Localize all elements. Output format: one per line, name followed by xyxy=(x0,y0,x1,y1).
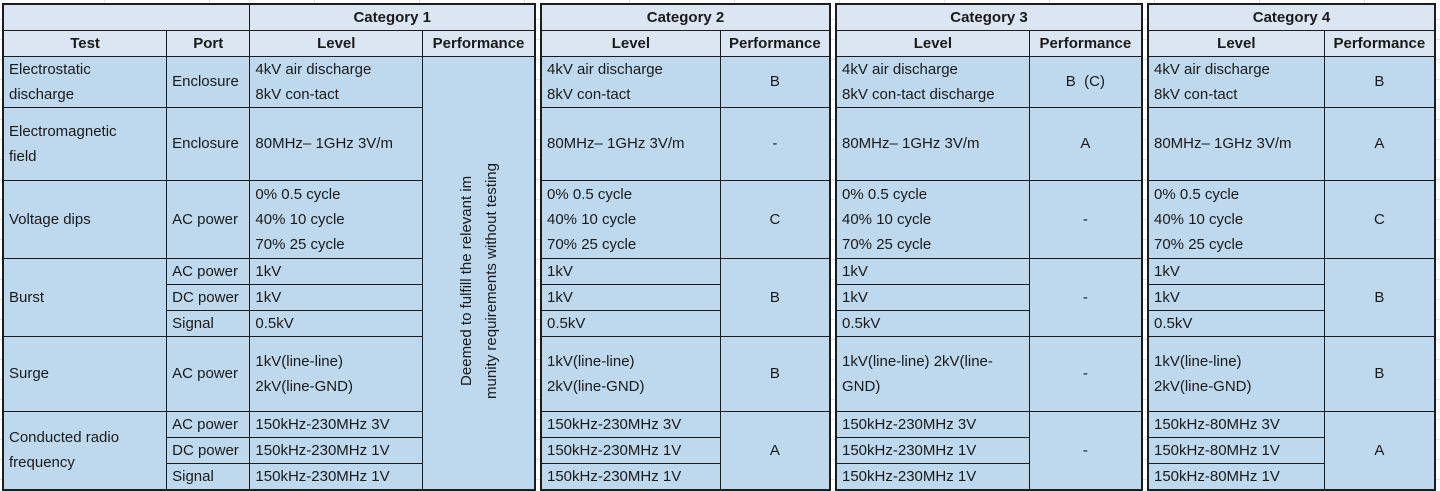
cell-cat4-level-emf: 80MHz– 1GHz 3V/m xyxy=(1147,106,1325,181)
cell-cat1-level-dips: 0% 0.5 cycle 40% 10 cycle 70% 25 cycle xyxy=(249,179,424,259)
cell-cat4-level-esd: 4kV air discharge 8kV con-tact xyxy=(1147,55,1325,108)
category-3-header: Category 3 xyxy=(835,3,1143,31)
category-2-header: Category 2 xyxy=(540,3,831,31)
cell-cat1-level-burst-dc: 1kV xyxy=(249,283,424,311)
cell-test-crf: Conducted radio frequency xyxy=(2,410,168,490)
cell-cat2-level-crf-dc: 150kHz-230MHz 1V xyxy=(540,436,721,464)
port-column-header: Port xyxy=(166,29,251,57)
cat2-level-header: Level xyxy=(540,29,721,57)
test-port-category1-table: Category 1 Test Port Level Performance E… xyxy=(2,3,536,491)
cell-cat4-level-crf-ac: 150kHz-80MHz 3V xyxy=(1147,410,1325,438)
cell-cat1-level-crf-signal: 150kHz-230MHz 1V xyxy=(249,462,424,490)
cat1-performance-header: Performance xyxy=(422,29,536,57)
category3-table: Category 3 Level Performance 4kV air dis… xyxy=(835,3,1143,491)
cell-port-burst-ac: AC power xyxy=(166,257,251,285)
cell-cat4-perf-dips: C xyxy=(1323,179,1436,259)
cell-cat3-level-crf-dc: 150kHz-230MHz 1V xyxy=(835,436,1030,464)
cell-cat1-level-burst-ac: 1kV xyxy=(249,257,424,285)
cell-cat2-perf-surge: B xyxy=(719,335,831,412)
category-4-header: Category 4 xyxy=(1147,3,1436,31)
cell-cat3-perf-burst: - xyxy=(1028,257,1143,337)
cell-cat2-perf-emf: - xyxy=(719,106,831,181)
cell-cat3-perf-crf: - xyxy=(1028,410,1143,490)
cell-cat3-level-burst-dc: 1kV xyxy=(835,283,1030,311)
cell-cat3-level-surge: 1kV(line-line) 2kV(line-GND) xyxy=(835,335,1030,412)
cell-cat4-level-burst-signal: 0.5kV xyxy=(1147,309,1325,337)
cell-port-burst-signal: Signal xyxy=(166,309,251,337)
cell-cat2-perf-dips: C xyxy=(719,179,831,259)
cell-cat4-perf-surge: B xyxy=(1323,335,1436,412)
cat3-level-header: Level xyxy=(835,29,1030,57)
cell-test-burst: Burst xyxy=(2,257,168,337)
cell-cat4-perf-burst: B xyxy=(1323,257,1436,337)
cell-test-surge: Surge xyxy=(2,335,168,412)
cell-cat3-perf-surge: - xyxy=(1028,335,1143,412)
cell-cat2-level-burst-ac: 1kV xyxy=(540,257,721,285)
cell-cat4-level-crf-signal: 150kHz-80MHz 1V xyxy=(1147,462,1325,490)
cell-cat3-level-esd: 4kV air discharge 8kV con-tact discharge xyxy=(835,55,1030,108)
cell-cat4-level-burst-ac: 1kV xyxy=(1147,257,1325,285)
cell-cat2-perf-esd: B xyxy=(719,55,831,108)
cell-cat4-level-surge: 1kV(line-line) 2kV(line-GND) xyxy=(1147,335,1325,412)
category4-table: Category 4 Level Performance 4kV air dis… xyxy=(1147,3,1436,491)
cell-cat3-level-crf-ac: 150kHz-230MHz 3V xyxy=(835,410,1030,438)
cell-cat1-level-surge: 1kV(line-line) 2kV(line-GND) xyxy=(249,335,424,412)
cell-cat3-perf-esd: B (C) xyxy=(1028,55,1143,108)
cell-cat2-perf-crf: A xyxy=(719,410,831,490)
cell-cat1-level-esd: 4kV air discharge 8kV con-tact xyxy=(249,55,424,108)
cell-port-esd: Enclosure xyxy=(166,55,251,108)
rotated-note-text: Deemed to fulfill the relevant im munity… xyxy=(457,163,500,399)
cell-port-burst-dc: DC power xyxy=(166,283,251,311)
cell-cat2-level-dips: 0% 0.5 cycle 40% 10 cycle 70% 25 cycle xyxy=(540,179,721,259)
cell-test-emf: Electromagnetic field xyxy=(2,106,168,181)
cell-cat4-perf-esd: B xyxy=(1323,55,1436,108)
cell-cat4-level-dips: 0% 0.5 cycle 40% 10 cycle 70% 25 cycle xyxy=(1147,179,1325,259)
cell-test-esd: Electrostatic discharge xyxy=(2,55,168,108)
cell-cat2-level-surge: 1kV(line-line) 2kV(line-GND) xyxy=(540,335,721,412)
cell-cat3-perf-dips: - xyxy=(1028,179,1143,259)
cell-port-dips: AC power xyxy=(166,179,251,259)
category-1-header: Category 1 xyxy=(249,3,536,31)
cell-cat1-level-burst-signal: 0.5kV xyxy=(249,309,424,337)
cell-port-crf-signal: Signal xyxy=(166,462,251,490)
cell-cat4-perf-crf: A xyxy=(1323,410,1436,490)
cell-cat2-level-burst-signal: 0.5kV xyxy=(540,309,721,337)
cell-cat3-level-emf: 80MHz– 1GHz 3V/m xyxy=(835,106,1030,181)
cell-cat3-level-burst-signal: 0.5kV xyxy=(835,309,1030,337)
cell-cat1-level-crf-dc: 150kHz-230MHz 1V xyxy=(249,436,424,464)
cell-cat2-level-crf-signal: 150kHz-230MHz 1V xyxy=(540,462,721,490)
cell-cat3-perf-emf: A xyxy=(1028,106,1143,181)
cat1-level-header: Level xyxy=(249,29,424,57)
cell-cat2-level-esd: 4kV air discharge 8kV con-tact xyxy=(540,55,721,108)
cat4-level-header: Level xyxy=(1147,29,1325,57)
cell-port-surge: AC power xyxy=(166,335,251,412)
cell-port-crf-dc: DC power xyxy=(166,436,251,464)
cell-test-dips: Voltage dips xyxy=(2,179,168,259)
cell-cat2-level-emf: 80MHz– 1GHz 3V/m xyxy=(540,106,721,181)
cell-cat3-level-dips: 0% 0.5 cycle 40% 10 cycle 70% 25 cycle xyxy=(835,179,1030,259)
cat4-performance-header: Performance xyxy=(1323,29,1436,57)
cell-cat4-level-crf-dc: 150kHz-80MHz 1V xyxy=(1147,436,1325,464)
cell-cat1-performance-note: Deemed to fulfill the relevant im munity… xyxy=(422,55,536,490)
cell-port-emf: Enclosure xyxy=(166,106,251,181)
cell-cat2-level-crf-ac: 150kHz-230MHz 3V xyxy=(540,410,721,438)
cell-cat4-perf-emf: A xyxy=(1323,106,1436,181)
test-column-header: Test xyxy=(2,29,168,57)
category2-table: Category 2 Level Performance 4kV air dis… xyxy=(540,3,831,491)
cell-cat4-level-burst-dc: 1kV xyxy=(1147,283,1325,311)
cell-cat2-level-burst-dc: 1kV xyxy=(540,283,721,311)
cell-cat3-level-burst-ac: 1kV xyxy=(835,257,1030,285)
cell-cat1-level-emf: 80MHz– 1GHz 3V/m xyxy=(249,106,424,181)
cell-port-crf-ac: AC power xyxy=(166,410,251,438)
cell-cat2-perf-burst: B xyxy=(719,257,831,337)
cell-cat1-level-crf-ac: 150kHz-230MHz 3V xyxy=(249,410,424,438)
cat3-performance-header: Performance xyxy=(1028,29,1143,57)
cell-cat3-level-crf-signal: 150kHz-230MHz 1V xyxy=(835,462,1030,490)
blank-corner-cell xyxy=(2,3,251,31)
cat2-performance-header: Performance xyxy=(719,29,831,57)
